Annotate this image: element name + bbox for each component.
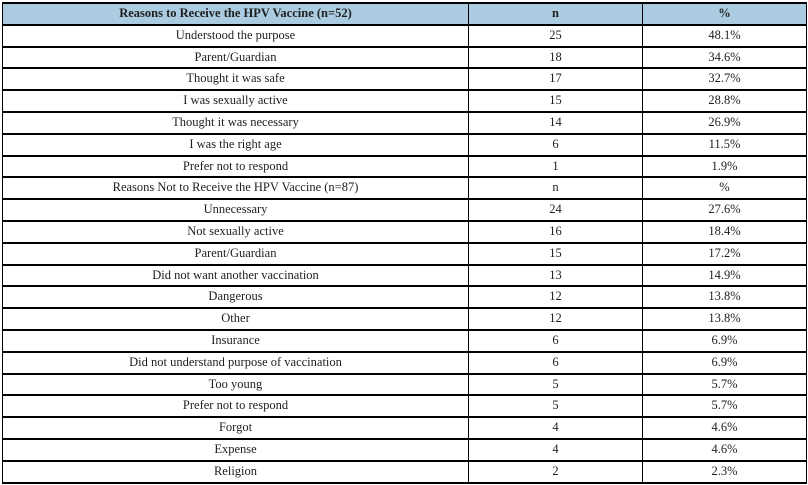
- percent-cell: 5.7%: [642, 394, 807, 419]
- reason-cell: Thought it was necessary: [2, 110, 469, 135]
- count-cell: 2: [468, 459, 643, 484]
- table-row: Did not understand purpose of vaccinatio…: [2, 350, 807, 375]
- percent-cell: 26.9%: [642, 110, 807, 135]
- percent-cell: 1.9%: [642, 154, 807, 179]
- count-cell: 6: [468, 350, 643, 375]
- reason-cell: Expense: [2, 437, 469, 462]
- reason-cell: Parent/Guardian: [2, 45, 469, 70]
- percent-cell: 17.2%: [642, 241, 807, 266]
- reason-cell: Understood the purpose: [2, 23, 469, 48]
- header-cell-n: n: [468, 2, 643, 26]
- count-cell: 6: [468, 328, 643, 353]
- percent-cell: 28.8%: [642, 89, 807, 113]
- percent-cell: 14.9%: [642, 263, 807, 288]
- count-cell: 6: [468, 132, 643, 157]
- table-row: Prefer not to respond 1 1.9%: [2, 154, 807, 179]
- reason-cell: Unnecessary: [2, 198, 469, 222]
- count-cell: 5: [468, 372, 643, 397]
- reason-cell: Prefer not to respond: [2, 154, 469, 179]
- percent-cell: 13.8%: [642, 285, 807, 310]
- table-row: Dangerous 12 13.8%: [2, 285, 807, 310]
- table-row: Forgot 4 4.6%: [2, 416, 807, 440]
- percent-cell: 6.9%: [642, 350, 807, 375]
- table-row: Other 12 13.8%: [2, 307, 807, 331]
- table-subheader-row: Reasons Not to Receive the HPV Vaccine (…: [2, 176, 807, 201]
- table-row: Parent/Guardian 18 34.6%: [2, 45, 807, 70]
- percent-cell: 13.8%: [642, 307, 807, 331]
- header-cell-pct: %: [642, 2, 807, 26]
- count-cell: 1: [468, 154, 643, 179]
- table-row: Not sexually active 16 18.4%: [2, 219, 807, 244]
- percent-cell: 2.3%: [642, 459, 807, 484]
- table-header-row: Reasons to Receive the HPV Vaccine (n=52…: [2, 2, 807, 26]
- table-row: Thought it was necessary 14 26.9%: [2, 110, 807, 135]
- reason-cell: Dangerous: [2, 285, 469, 310]
- table-row: Unnecessary 24 27.6%: [2, 198, 807, 222]
- header-cell-n: n: [468, 176, 643, 201]
- reason-cell: Did not want another vaccination: [2, 263, 469, 288]
- count-cell: 17: [468, 67, 643, 92]
- percent-cell: 4.6%: [642, 437, 807, 462]
- count-cell: 25: [468, 23, 643, 48]
- table-row: Insurance 6 6.9%: [2, 328, 807, 353]
- count-cell: 4: [468, 416, 643, 440]
- reason-cell: Did not understand purpose of vaccinatio…: [2, 350, 469, 375]
- reason-cell: I was the right age: [2, 132, 469, 157]
- count-cell: 18: [468, 45, 643, 70]
- percent-cell: 11.5%: [642, 132, 807, 157]
- reason-cell: Parent/Guardian: [2, 241, 469, 266]
- reason-cell: I was sexually active: [2, 89, 469, 113]
- percent-cell: 18.4%: [642, 219, 807, 244]
- percent-cell: 5.7%: [642, 372, 807, 397]
- header-cell-pct: %: [642, 176, 807, 201]
- reason-cell: Other: [2, 307, 469, 331]
- percent-cell: 4.6%: [642, 416, 807, 440]
- reason-cell: Thought it was safe: [2, 67, 469, 92]
- table-row: Expense 4 4.6%: [2, 437, 807, 462]
- count-cell: 24: [468, 198, 643, 222]
- count-cell: 16: [468, 219, 643, 244]
- percent-cell: 48.1%: [642, 23, 807, 48]
- reason-cell: Forgot: [2, 416, 469, 440]
- table-row: Thought it was safe 17 32.7%: [2, 67, 807, 92]
- count-cell: 12: [468, 307, 643, 331]
- table-row: I was sexually active 15 28.8%: [2, 89, 807, 113]
- percent-cell: 34.6%: [642, 45, 807, 70]
- table-row: Prefer not to respond 5 5.7%: [2, 394, 807, 419]
- count-cell: 15: [468, 241, 643, 266]
- table-row: Parent/Guardian 15 17.2%: [2, 241, 807, 266]
- reason-cell: Too young: [2, 372, 469, 397]
- count-cell: 5: [468, 394, 643, 419]
- table-row: Religion 2 2.3%: [2, 459, 807, 484]
- count-cell: 14: [468, 110, 643, 135]
- table-row: Understood the purpose 25 48.1%: [2, 23, 807, 48]
- table-row: Did not want another vaccination 13 14.9%: [2, 263, 807, 288]
- table-row: Too young 5 5.7%: [2, 372, 807, 397]
- reason-cell: Prefer not to respond: [2, 394, 469, 419]
- reason-cell: Not sexually active: [2, 219, 469, 244]
- count-cell: 13: [468, 263, 643, 288]
- percent-cell: 27.6%: [642, 198, 807, 222]
- header-cell-reason: Reasons to Receive the HPV Vaccine (n=52…: [2, 2, 469, 26]
- reason-cell: Insurance: [2, 328, 469, 353]
- count-cell: 12: [468, 285, 643, 310]
- table-row: I was the right age 6 11.5%: [2, 132, 807, 157]
- reason-cell: Religion: [2, 459, 469, 484]
- count-cell: 15: [468, 89, 643, 113]
- header-cell-reason: Reasons Not to Receive the HPV Vaccine (…: [2, 176, 469, 201]
- percent-cell: 32.7%: [642, 67, 807, 92]
- percent-cell: 6.9%: [642, 328, 807, 353]
- count-cell: 4: [468, 437, 643, 462]
